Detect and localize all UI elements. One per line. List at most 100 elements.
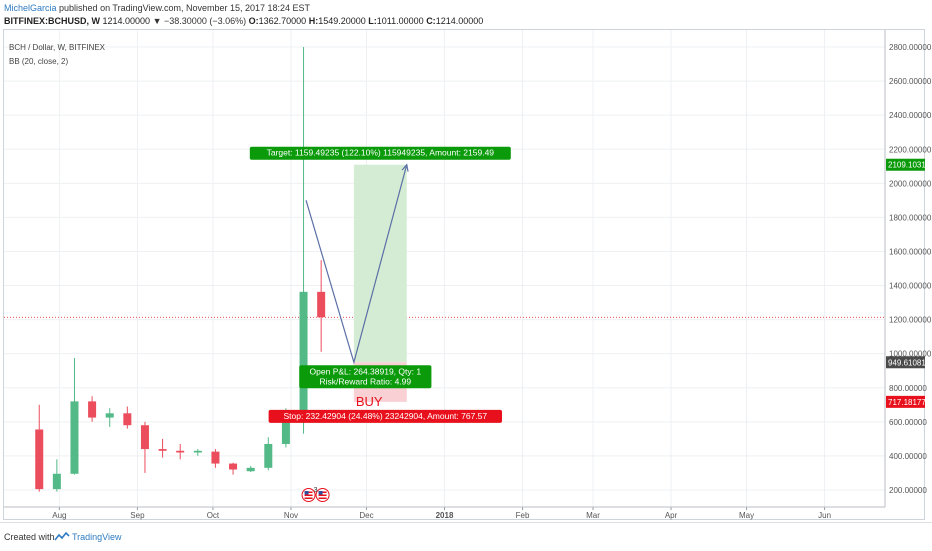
- x-tick-label: Sep: [130, 511, 145, 520]
- stop-label-text: Stop: 232.42904 (24.48%) 23242904, Amoun…: [283, 411, 487, 421]
- target-label[interactable]: Target: 1159.49235 (122.10%) 115949235, …: [249, 146, 511, 160]
- high-value: 1549.20000: [318, 16, 366, 26]
- y-tick-label: 1600.00000: [889, 247, 932, 256]
- y-tick-label: 1000.00000: [889, 350, 932, 359]
- chart-frame: [3, 29, 925, 520]
- x-tick-label: Aug: [52, 511, 66, 520]
- x-tick-label: Jun: [818, 511, 831, 520]
- stop-label[interactable]: Stop: 232.42904 (24.48%) 23242904, Amoun…: [268, 409, 503, 423]
- y-tick-label: 1200.00000: [889, 316, 932, 325]
- change-arrow: ▼: [152, 16, 162, 26]
- candle[interactable]: [229, 462, 238, 475]
- candle-body: [105, 413, 114, 418]
- y-tick-label: 1800.00000: [889, 213, 932, 222]
- publisher-header: MichelGarcia published on TradingView.co…: [4, 3, 310, 13]
- candle[interactable]: [193, 449, 202, 456]
- candle-body: [299, 291, 308, 417]
- y-tick-label: 2000.00000: [889, 179, 932, 188]
- high-label: H:: [308, 16, 319, 26]
- y-tick-label: 1400.00000: [889, 282, 932, 291]
- author-link[interactable]: MichelGarcia: [4, 3, 57, 13]
- low-value: 1011.00000: [376, 16, 424, 26]
- candle-body: [229, 463, 238, 470]
- candle[interactable]: [158, 438, 167, 458]
- x-tick-label: Mar: [586, 511, 600, 520]
- axis-price-label: 717.18177: [886, 395, 926, 408]
- candle[interactable]: [140, 421, 149, 473]
- candle[interactable]: [264, 437, 273, 471]
- buy-label: BUY: [356, 394, 383, 409]
- candle[interactable]: [52, 459, 61, 492]
- y-tick-label: 200.00000: [889, 486, 927, 495]
- candle[interactable]: [105, 408, 114, 427]
- y-tick-label: 2200.00000: [889, 145, 932, 154]
- close-value: 1214.00000: [435, 16, 484, 26]
- x-tick-label: Oct: [207, 511, 220, 520]
- projection-arrowhead: [401, 163, 409, 172]
- candle[interactable]: [246, 466, 255, 473]
- y-tick-label: 600.00000: [889, 418, 927, 427]
- axis-price-label: 949.61081: [886, 356, 926, 369]
- symbol-ohlc-line: BITFINEX:BCHUSD, W 1214.00000 ▼ −38.3000…: [4, 16, 483, 26]
- axis-price-label-text: 949.61081: [888, 358, 926, 367]
- candle-body: [264, 443, 273, 468]
- candle-body: [88, 401, 97, 418]
- candle[interactable]: [70, 357, 79, 475]
- close-label: C:: [426, 16, 436, 26]
- open-label: O:: [248, 16, 259, 26]
- us-flag-icon: [301, 488, 316, 502]
- axis-price-label: 2109.10316: [886, 158, 931, 171]
- y-tick-label: 2800.00000: [889, 43, 932, 52]
- y-tick-label: 400.00000: [889, 452, 927, 461]
- low-label: L:: [368, 16, 377, 26]
- candle[interactable]: [176, 443, 185, 460]
- candle[interactable]: [317, 260, 326, 352]
- x-tick-label: Nov: [284, 511, 298, 520]
- candle-body: [140, 425, 149, 450]
- grid-layer: [4, 30, 885, 507]
- projection-line[interactable]: [305, 164, 408, 365]
- last-price: 1214.00000: [102, 16, 151, 26]
- pnl-label-text: Open P&L: 264.38919, Qty: 1: [310, 366, 422, 376]
- candle[interactable]: [88, 396, 97, 422]
- candle[interactable]: [35, 404, 44, 492]
- candle-body: [317, 291, 326, 318]
- candle-body: [70, 401, 79, 474]
- price-chart[interactable]: BUY Target: 1159.49235 (122.10%) 11594923…: [0, 0, 932, 522]
- candle[interactable]: [211, 449, 220, 468]
- change-value: −38.30000 (−3.06%): [164, 16, 247, 26]
- us-flag-icon: [315, 488, 330, 502]
- candle-body: [211, 451, 220, 464]
- legend-indicator[interactable]: BB (20, close, 2): [9, 57, 69, 66]
- overlay-layer: BUY Target: 1159.49235 (122.10%) 11594923…: [249, 146, 511, 502]
- y-tick-label: 800.00000: [889, 384, 927, 393]
- event-count-label: 3: [314, 487, 318, 494]
- axes: 200.00000 400.00000 600.00000 800.00000 1000…: [4, 30, 932, 520]
- tradingview-brand-link[interactable]: TradingView: [72, 532, 122, 542]
- created-with-text: Created with: [4, 532, 55, 542]
- x-tick-label: Dec: [359, 511, 373, 520]
- axis-price-label-text: 717.18177: [888, 398, 926, 407]
- candle-body: [123, 413, 132, 426]
- candle-body: [246, 467, 255, 472]
- x-tick-label: May: [739, 511, 754, 520]
- x-tick-label: 2018: [436, 511, 454, 520]
- candle[interactable]: [123, 406, 132, 429]
- candle-body: [52, 473, 61, 490]
- candle-body: [193, 450, 202, 453]
- y-tick-label: 2400.00000: [889, 111, 932, 120]
- legend-title: BCH / Dollar, W, BITFINEX: [9, 43, 106, 52]
- tradingview-logo-icon: [54, 532, 70, 541]
- candle-body: [281, 416, 290, 444]
- target-label-text: Target: 1159.49235 (122.10%) 115949235, …: [267, 148, 495, 158]
- pnl-label-text: Risk/Reward Ratio: 4.99: [319, 376, 411, 386]
- event-markers[interactable]: 3: [301, 487, 330, 502]
- candle-body: [35, 429, 44, 490]
- symbol-name: BITFINEX:BCHUSD, W: [4, 16, 100, 26]
- y-tick-label: 2600.00000: [889, 77, 932, 86]
- candle-body: [158, 449, 167, 451]
- published-text: published on TradingView.com, November 1…: [59, 3, 311, 13]
- candles: [35, 47, 326, 492]
- axis-price-label-text: 2109.10316: [888, 161, 931, 170]
